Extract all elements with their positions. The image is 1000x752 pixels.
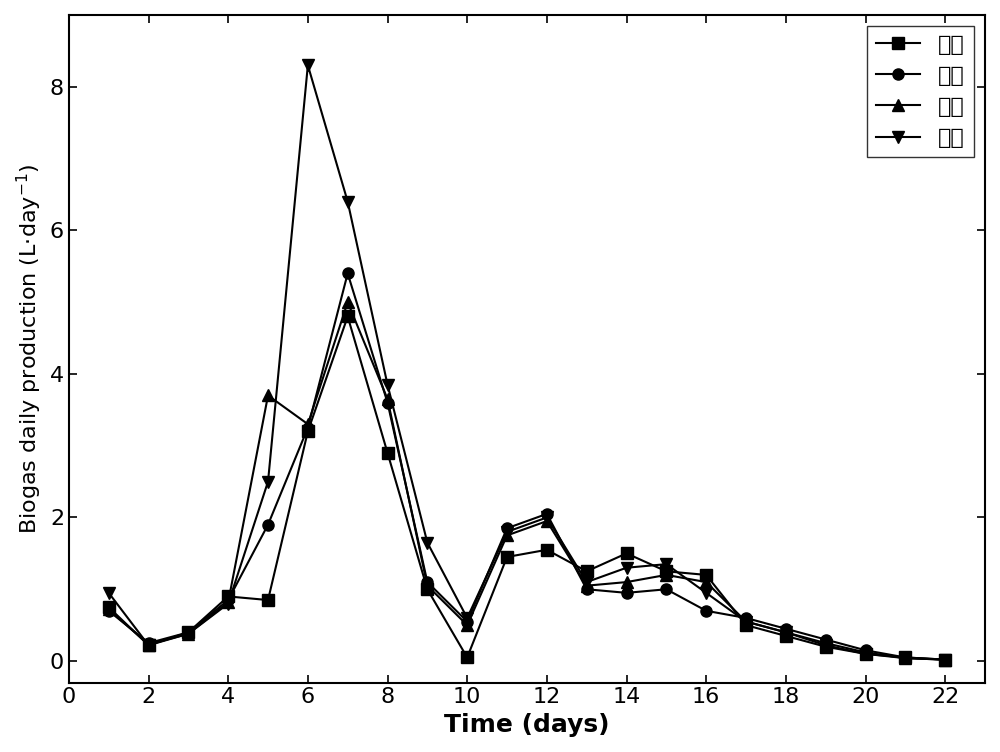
例三 — [660, 559, 672, 569]
例三 — [621, 563, 633, 572]
对照 — [700, 571, 712, 580]
例二 — [421, 581, 433, 590]
对照 — [860, 650, 872, 659]
例三 — [860, 650, 872, 659]
例三 — [421, 538, 433, 547]
对照 — [939, 655, 951, 664]
例一 — [860, 646, 872, 655]
对照 — [541, 545, 553, 554]
例三 — [780, 628, 792, 637]
例一 — [421, 578, 433, 587]
对照 — [621, 549, 633, 558]
例一 — [780, 624, 792, 633]
Y-axis label: Biogas daily production (L·day$^{-1}$): Biogas daily production (L·day$^{-1}$) — [15, 164, 44, 534]
对照 — [820, 642, 832, 651]
例三 — [103, 588, 115, 597]
例一 — [820, 635, 832, 644]
例二 — [581, 581, 593, 590]
例一 — [621, 588, 633, 597]
例二 — [461, 620, 473, 629]
例三 — [342, 197, 354, 206]
例二 — [222, 598, 234, 607]
对照 — [103, 602, 115, 611]
例三 — [700, 588, 712, 597]
例一 — [143, 638, 155, 647]
例一 — [103, 606, 115, 615]
例一 — [461, 617, 473, 626]
对照 — [222, 592, 234, 601]
Line: 对照: 对照 — [103, 311, 951, 666]
例一 — [222, 596, 234, 605]
例二 — [899, 653, 911, 663]
对照 — [501, 553, 513, 562]
例三 — [939, 655, 951, 664]
例三 — [740, 617, 752, 626]
例三 — [302, 61, 314, 70]
对照 — [421, 585, 433, 594]
例三 — [541, 513, 553, 522]
例二 — [103, 605, 115, 614]
例三 — [222, 599, 234, 608]
例三 — [581, 578, 593, 587]
例一 — [501, 523, 513, 532]
例三 — [501, 527, 513, 536]
例二 — [541, 517, 553, 526]
例三 — [382, 381, 394, 390]
对照 — [660, 567, 672, 576]
对照 — [342, 312, 354, 321]
例一 — [262, 520, 274, 529]
例二 — [939, 655, 951, 664]
例二 — [621, 578, 633, 587]
Line: 例三: 例三 — [103, 59, 951, 666]
例二 — [860, 648, 872, 657]
例三 — [143, 641, 155, 650]
对照 — [302, 427, 314, 436]
对照 — [382, 448, 394, 457]
例一 — [899, 653, 911, 662]
例一 — [182, 628, 194, 637]
对照 — [740, 620, 752, 629]
例二 — [143, 640, 155, 649]
例二 — [660, 571, 672, 580]
例一 — [700, 606, 712, 615]
例一 — [660, 585, 672, 594]
例一 — [302, 423, 314, 432]
例一 — [939, 655, 951, 664]
对照 — [899, 653, 911, 662]
对照 — [182, 628, 194, 637]
对照 — [780, 632, 792, 641]
例二 — [382, 395, 394, 404]
Line: 例二: 例二 — [103, 296, 951, 666]
X-axis label: Time (days): Time (days) — [444, 713, 610, 737]
例三 — [820, 641, 832, 650]
对照 — [581, 567, 593, 576]
对照 — [262, 596, 274, 605]
例三 — [262, 477, 274, 486]
例二 — [262, 391, 274, 400]
例一 — [382, 398, 394, 407]
例二 — [780, 628, 792, 637]
例二 — [820, 638, 832, 647]
例三 — [182, 629, 194, 638]
例二 — [302, 420, 314, 429]
例一 — [581, 585, 593, 594]
例一 — [342, 269, 354, 278]
例一 — [541, 509, 553, 518]
对照 — [143, 641, 155, 650]
Line: 例一: 例一 — [103, 268, 951, 666]
例二 — [342, 298, 354, 307]
Legend: 对照, 例一, 例二, 例三: 对照, 例一, 例二, 例三 — [867, 26, 974, 157]
对照 — [461, 653, 473, 662]
例三 — [461, 614, 473, 623]
例三 — [899, 653, 911, 663]
例二 — [182, 629, 194, 638]
例一 — [740, 614, 752, 623]
例二 — [501, 531, 513, 540]
例二 — [740, 617, 752, 626]
例二 — [700, 578, 712, 587]
